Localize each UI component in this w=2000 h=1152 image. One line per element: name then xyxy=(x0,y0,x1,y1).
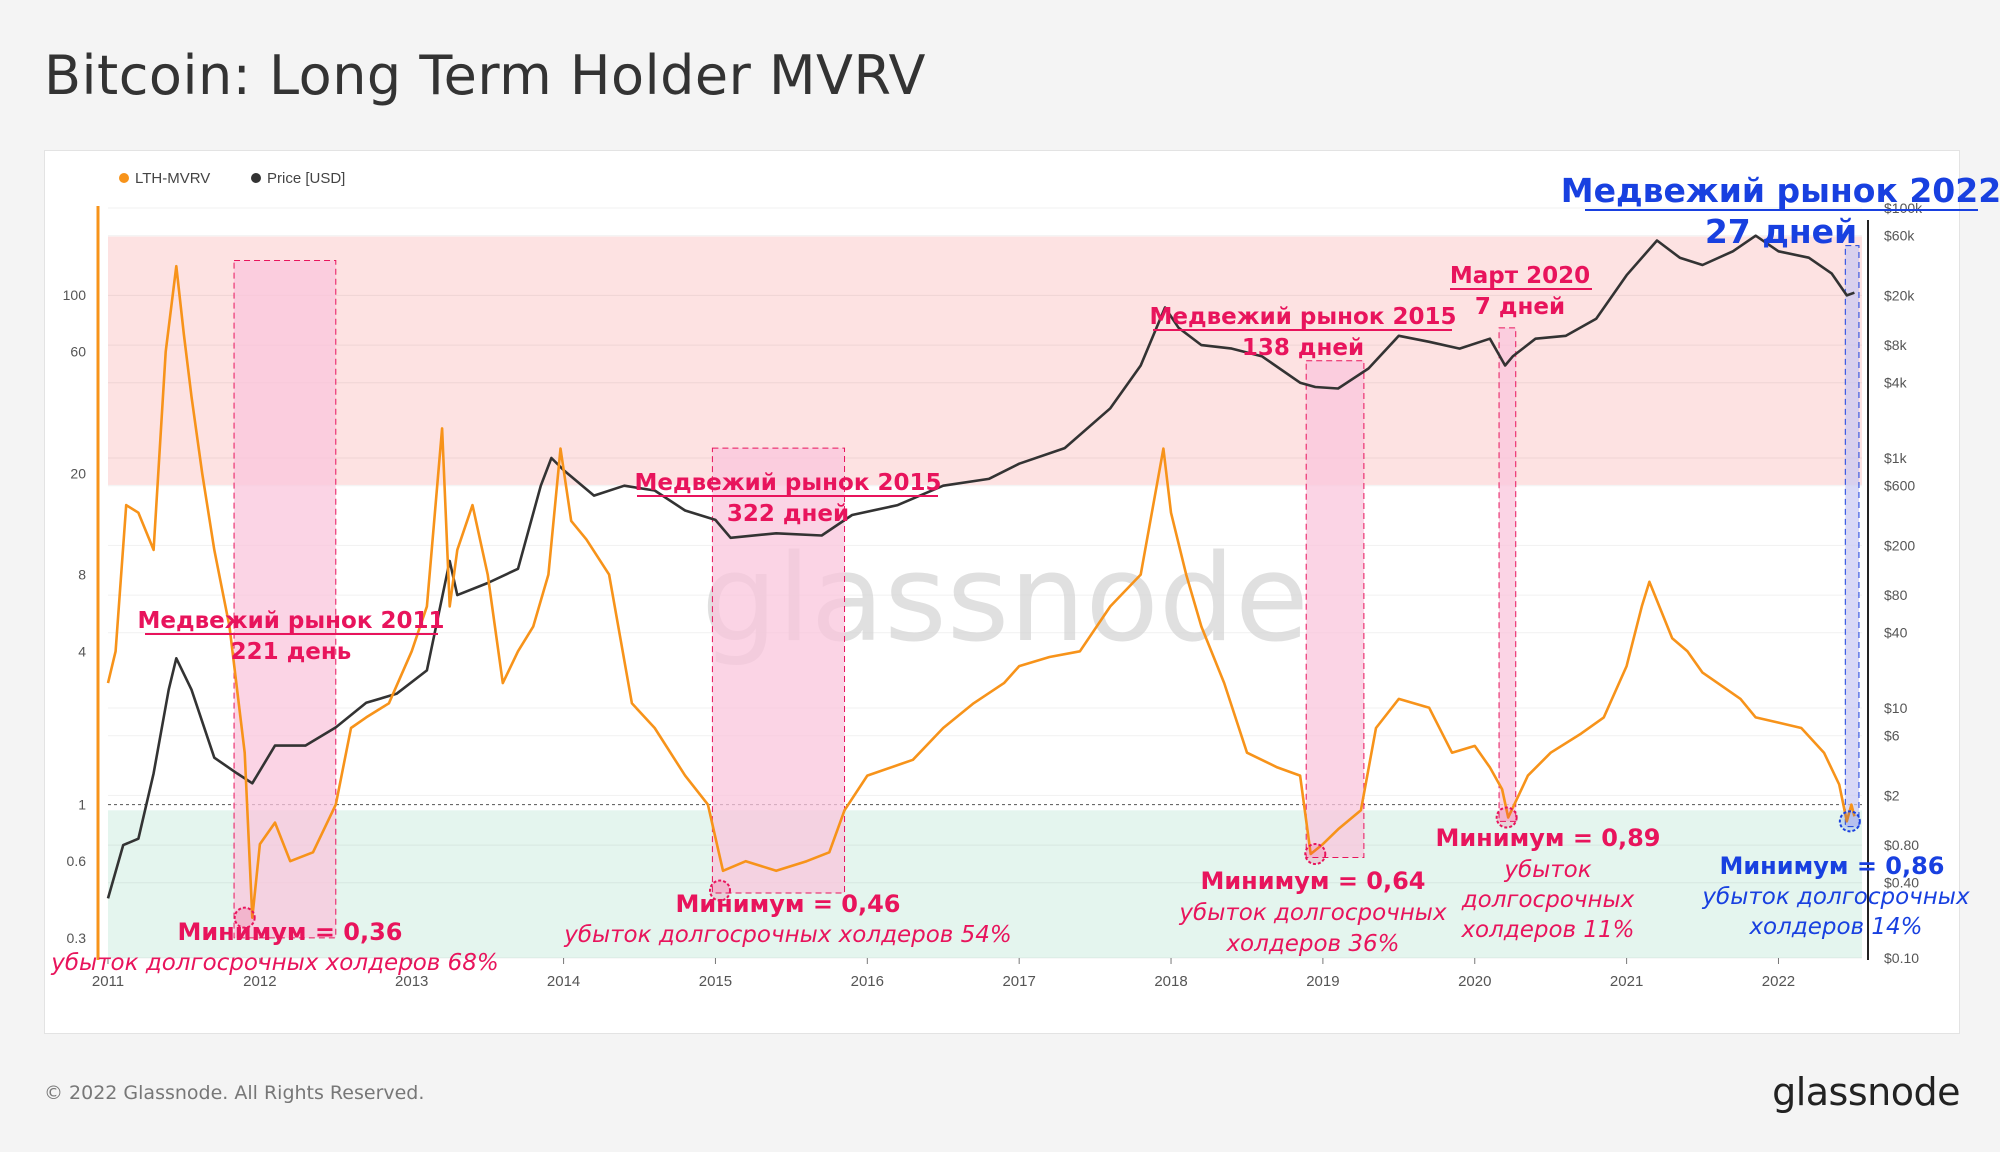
legend-marker-price xyxy=(251,173,261,183)
left-tick-label: 100 xyxy=(63,287,87,303)
bear-2018-minimum: Минимум = 0,64 xyxy=(1200,867,1425,895)
legend-label-price: Price [USD] xyxy=(267,170,345,187)
right-tick-label: $60k xyxy=(1884,228,1915,244)
right-tick-label: $2 xyxy=(1884,787,1900,803)
bear-2018-loss-line1: убыток долгосрочных xyxy=(1178,900,1447,926)
right-tick-label: $40 xyxy=(1884,625,1908,641)
bear-2022-loss-line2: холдеров 14% xyxy=(1748,914,1922,940)
bear-2022-loss-line1: убыток долгосрочных xyxy=(1701,884,1970,910)
right-tick-label: $0.10 xyxy=(1884,950,1919,966)
x-tick-label: 2012 xyxy=(243,973,276,990)
bear-2015-title: Медвежий рынок 2015 xyxy=(635,470,942,496)
bear-2011-days: 221 день xyxy=(231,639,352,665)
x-tick-label: 2013 xyxy=(395,973,428,990)
minimum-marker xyxy=(1495,806,1518,829)
x-tick-label: 2014 xyxy=(547,973,580,990)
legend-marker-mvrv xyxy=(119,173,129,183)
left-tick-label: 0.3 xyxy=(67,930,87,946)
bear-period-box xyxy=(1844,245,1860,828)
march-2020-loss-line2: долгосрочных xyxy=(1461,887,1635,913)
right-tick-label: $20k xyxy=(1884,287,1915,303)
bear-2022-minimum: Минимум = 0,86 xyxy=(1719,852,1944,880)
march-2020-days: 7 дней xyxy=(1475,294,1565,320)
bear-2015-minimum: Минимум = 0,46 xyxy=(675,890,900,918)
left-tick-label: 0.6 xyxy=(67,853,87,869)
bear-period-box xyxy=(1305,360,1365,859)
x-tick-label: 2011 xyxy=(92,973,124,990)
minimum-marker xyxy=(709,879,732,902)
right-tick-label: $80 xyxy=(1884,587,1908,603)
march-2020-loss-line3: холдеров 11% xyxy=(1460,917,1634,943)
x-tick-label: 2022 xyxy=(1762,973,1795,990)
left-tick-label: 8 xyxy=(78,567,86,583)
left-tick-label: 20 xyxy=(70,465,86,481)
x-tick-label: 2016 xyxy=(851,973,884,990)
x-tick-label: 2017 xyxy=(1002,973,1035,990)
bear-2022-days: 27 дней xyxy=(1705,212,1857,251)
page-title: Bitcoin: Long Term Holder MVRV xyxy=(44,44,926,107)
bear-2015-loss: убыток долгосрочных холдеров 54% xyxy=(563,922,1012,948)
x-tick-label: 2020 xyxy=(1458,973,1491,990)
bear-2022-title: Медвежий рынок 2022 xyxy=(1561,171,2000,210)
bear-period-box xyxy=(1498,327,1517,822)
left-tick-label: 1 xyxy=(78,797,86,813)
x-tick-label: 2018 xyxy=(1154,973,1187,990)
bear-2011-title: Медвежий рынок 2011 xyxy=(138,608,445,634)
right-tick-label: $0.40 xyxy=(1884,875,1919,891)
brand-logo: glassnode xyxy=(1772,1070,1960,1114)
right-tick-label: $1k xyxy=(1884,450,1908,466)
bear-2018-days: 138 дней xyxy=(1242,335,1364,361)
bear-2011-minimum: Минимум = 0,36 xyxy=(177,918,402,946)
right-tick-label: $4k xyxy=(1884,375,1908,391)
right-tick-label: $200 xyxy=(1884,537,1915,553)
minimum-marker xyxy=(233,906,256,929)
march-2020-minimum: Минимум = 0,89 xyxy=(1435,824,1660,852)
green-zone xyxy=(108,810,1862,958)
x-tick-label: 2019 xyxy=(1306,973,1339,990)
right-tick-label: $0.80 xyxy=(1884,837,1919,853)
bear-period-box xyxy=(711,447,846,894)
copyright: © 2022 Glassnode. All Rights Reserved. xyxy=(44,1082,425,1104)
bear-2018-title: Медвежий рынок 2015 xyxy=(1150,304,1457,330)
right-tick-label: $10 xyxy=(1884,700,1908,716)
right-tick-label: $100k xyxy=(1884,200,1923,216)
minimum-marker xyxy=(1304,843,1327,866)
legend-label-mvrv: LTH-MVRV xyxy=(135,170,210,187)
x-tick-label: 2021 xyxy=(1610,973,1643,990)
march-2020-loss-line1: убыток xyxy=(1503,857,1591,883)
right-tick-label: $8k xyxy=(1884,337,1908,353)
right-tick-label: $600 xyxy=(1884,478,1915,494)
bear-2011-loss: убыток долгосрочных холдеров 68% xyxy=(50,950,499,976)
minimum-marker xyxy=(1838,810,1861,833)
red-zone xyxy=(108,236,1862,485)
left-tick-label: 4 xyxy=(78,643,86,659)
bear-2015-days: 322 дней xyxy=(727,501,849,527)
march-2020-title: Март 2020 xyxy=(1450,263,1590,289)
left-tick-label: 60 xyxy=(70,344,86,360)
bear-2018-loss-line2: холдеров 36% xyxy=(1225,931,1399,957)
bear-period-box xyxy=(233,260,337,939)
right-tick-label: $6 xyxy=(1884,728,1900,744)
price-series-line xyxy=(106,234,1855,899)
mvrv-series-line xyxy=(106,264,1856,919)
x-tick-label: 2015 xyxy=(699,973,732,990)
